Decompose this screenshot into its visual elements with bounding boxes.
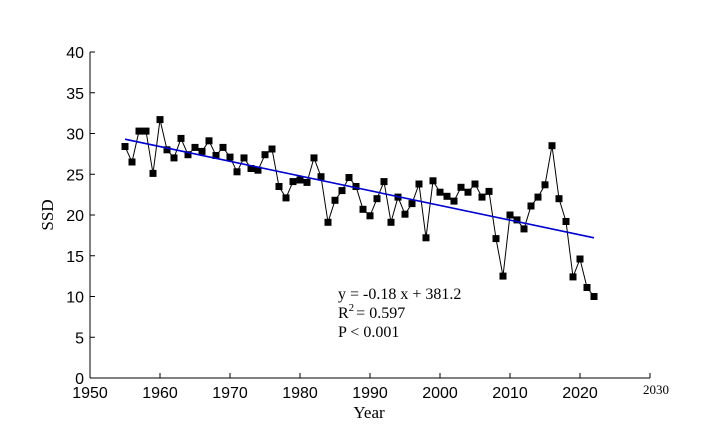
data-point	[513, 216, 521, 224]
x-tick-label: 1960	[142, 385, 178, 402]
y-tick-label: 25	[66, 167, 84, 184]
data-point	[345, 174, 353, 181]
data-point	[492, 235, 500, 243]
y-tick-label: 15	[66, 249, 84, 266]
data-point	[352, 183, 360, 190]
data-point	[366, 212, 374, 220]
y-tick-label: 5	[75, 330, 84, 347]
data-point	[527, 202, 535, 210]
r-squared-prefix: R	[338, 305, 349, 322]
x-tick-label: 1990	[352, 385, 388, 402]
data-point	[184, 151, 192, 159]
data-point	[555, 195, 563, 203]
data-point	[268, 145, 276, 153]
data-point	[254, 166, 262, 174]
data-point	[541, 181, 549, 189]
data-point	[401, 210, 409, 218]
data-point	[149, 169, 157, 177]
data-point	[177, 134, 185, 142]
y-axis-title: SSD	[38, 199, 57, 230]
data-point	[331, 196, 339, 204]
data-point	[219, 143, 227, 151]
data-point	[212, 152, 220, 159]
x-tick-label: 1970	[212, 385, 248, 402]
data-point	[415, 180, 423, 188]
data-point	[562, 218, 570, 225]
data-point	[471, 180, 479, 188]
data-point	[422, 234, 430, 242]
regression-equation: y = -0.18 x + 381.2	[338, 286, 461, 303]
data-point	[170, 154, 178, 162]
data-point	[289, 178, 297, 186]
data-point	[506, 211, 514, 219]
data-point	[485, 187, 493, 195]
data-point	[191, 143, 199, 151]
data-point	[275, 183, 283, 190]
data-point	[310, 154, 318, 162]
x-tick-label: 1950	[72, 385, 108, 402]
data-point	[569, 273, 577, 281]
data-point	[450, 197, 458, 205]
y-tick-label: 20	[66, 208, 84, 225]
y-tick-label: 40	[66, 45, 84, 62]
data-point	[135, 127, 143, 135]
x-axis: 1950 1960 1970 1980 1990 2000 2010 2020 2030	[72, 373, 669, 402]
y-axis: 0 5 10 15 20 25 30 35 40	[66, 45, 95, 388]
data-point	[121, 143, 129, 150]
x-tick-label: 2010	[492, 385, 528, 402]
p-value: P < 0.001	[338, 324, 399, 341]
data-point	[583, 284, 591, 291]
data-point	[261, 151, 269, 159]
data-point	[247, 165, 255, 172]
data-point	[457, 183, 465, 191]
data-point	[282, 194, 290, 202]
data-point	[499, 272, 507, 280]
x-tick-label: 2000	[422, 385, 458, 402]
data-point	[324, 218, 332, 226]
data-point	[429, 177, 437, 185]
data-point	[436, 188, 444, 196]
data-point	[156, 116, 164, 124]
trend-line-group	[124, 138, 595, 239]
data-point	[205, 137, 213, 145]
y-tick-label: 10	[66, 290, 84, 307]
data-point	[443, 192, 451, 200]
data-point	[128, 158, 136, 166]
data-point	[198, 147, 206, 155]
data-point	[548, 142, 556, 150]
data-point	[359, 205, 367, 213]
x-tick-label: 2020	[562, 385, 598, 402]
data-point	[380, 178, 388, 186]
data-point	[303, 178, 311, 186]
r-squared: R2 = 0.597	[338, 302, 405, 322]
data-point	[387, 218, 395, 226]
data-point	[142, 127, 150, 135]
data-series	[121, 116, 598, 300]
data-point	[226, 153, 234, 161]
data-point	[576, 255, 584, 263]
data-point	[408, 200, 416, 208]
trend-line	[124, 138, 595, 239]
data-point	[464, 188, 472, 196]
x-tick-label: 2030	[643, 382, 669, 397]
y-tick-label: 0	[75, 371, 84, 388]
data-point	[520, 225, 528, 233]
data-point	[534, 193, 542, 201]
data-point	[590, 293, 598, 300]
data-point	[478, 193, 486, 201]
data-point	[317, 173, 325, 181]
x-axis-title: Year	[353, 403, 385, 422]
y-tick-label: 30	[66, 127, 84, 144]
data-point	[240, 154, 248, 162]
y-tick-label: 35	[66, 86, 84, 103]
data-point	[163, 146, 171, 154]
r-squared-superscript: 2	[349, 302, 355, 314]
data-point	[296, 176, 304, 184]
data-point	[338, 187, 346, 195]
r-squared-value: = 0.597	[356, 305, 405, 322]
data-point	[373, 195, 381, 203]
x-tick-label: 1980	[282, 385, 318, 402]
data-point	[233, 168, 241, 176]
